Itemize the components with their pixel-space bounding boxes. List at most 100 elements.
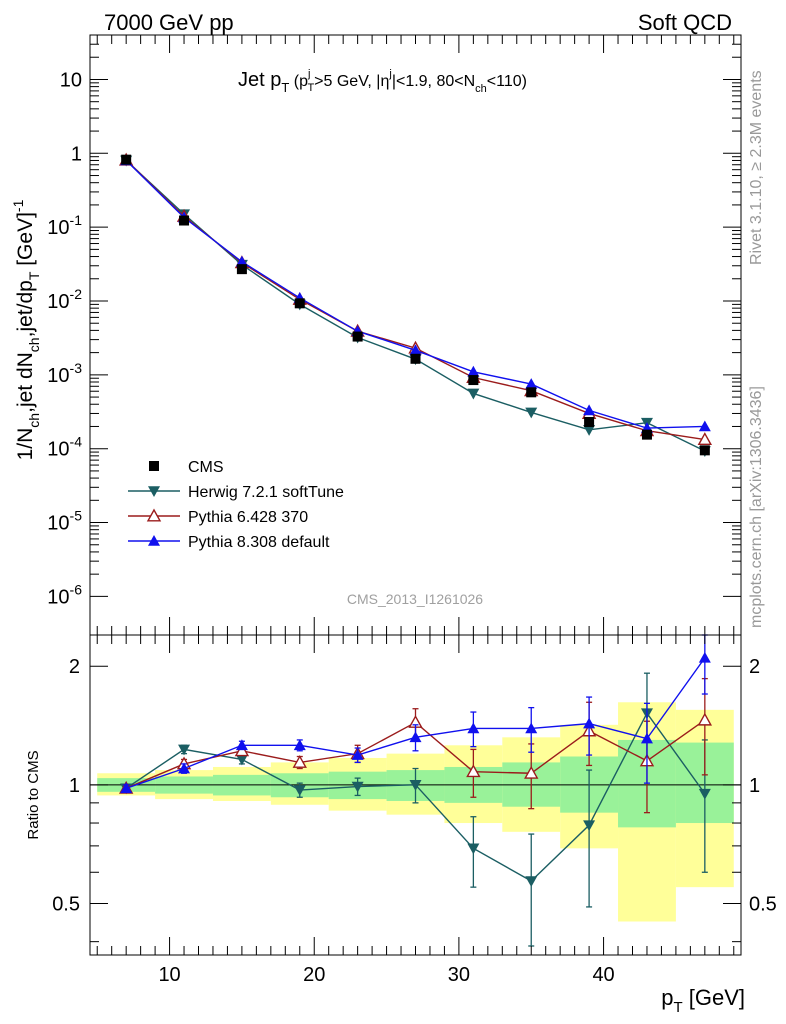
legend-item: CMS bbox=[149, 459, 224, 476]
rivet-label: Rivet 3.1.10, ≥ 2.3M events bbox=[748, 70, 765, 265]
category-label: Soft QCD bbox=[638, 10, 732, 35]
legend-marker bbox=[146, 508, 162, 522]
y-axis-label: 1/Nch,jet dNch,jet/dpT [GeV]-1 bbox=[10, 199, 42, 460]
legend-item: Pythia 6.428 370 bbox=[128, 508, 308, 526]
ratio-point bbox=[234, 743, 250, 757]
data-point bbox=[294, 298, 305, 309]
ratio-point bbox=[235, 739, 248, 751]
ratio-point bbox=[698, 788, 711, 800]
series-pythia-8-308-default bbox=[120, 154, 711, 433]
data-point bbox=[235, 255, 248, 267]
data-point bbox=[583, 404, 596, 416]
ratio-point bbox=[698, 651, 711, 663]
main-y-tick-label: 10 bbox=[60, 69, 82, 91]
legend-marker bbox=[149, 461, 159, 471]
data-point bbox=[121, 154, 132, 165]
data-point bbox=[525, 407, 538, 419]
mcplots-label: mcplots.cern.ch [arXiv:1306.3436] bbox=[748, 386, 765, 628]
data-point bbox=[698, 420, 711, 432]
ratio-point bbox=[292, 754, 307, 768]
x-tick-label: 20 bbox=[303, 964, 325, 986]
ratio-point bbox=[583, 820, 596, 832]
data-point bbox=[584, 416, 595, 427]
ratio-y-tick-label-right: 0.5 bbox=[749, 893, 777, 915]
analysis-watermark: CMS_2013_I1261026 bbox=[347, 591, 483, 607]
x-tick-label: 10 bbox=[158, 964, 180, 986]
ratio-point bbox=[235, 754, 248, 766]
ratio-point bbox=[583, 717, 596, 729]
ratio-y-tick-label: 1 bbox=[69, 775, 80, 797]
series-line bbox=[125, 159, 705, 441]
ratio-series-pythia-8-308-default bbox=[120, 634, 711, 794]
data-point bbox=[699, 445, 710, 456]
ratio-point bbox=[178, 744, 191, 756]
ratio-y-tick-label: 2 bbox=[69, 656, 80, 678]
ratio-point bbox=[120, 782, 133, 794]
data-point bbox=[410, 353, 421, 364]
legend-label: CMS bbox=[188, 459, 224, 476]
main-y-ticks: 10-6 10-5 10-4 10-3 10-2 10-1 1 10 bbox=[47, 34, 741, 608]
legend-marker bbox=[148, 486, 160, 497]
ratio-point bbox=[525, 722, 538, 734]
ratio-point bbox=[524, 765, 539, 779]
data-point bbox=[409, 344, 422, 356]
ratio-x-ticks: 10 20 30 40 bbox=[96, 635, 735, 986]
legend-label: Herwig 7.2.1 softTune bbox=[188, 484, 344, 501]
ratio-y-ticks: 0.5 0.5 1 1 2 2 bbox=[52, 656, 777, 943]
ratio-point bbox=[351, 781, 364, 793]
ratio-point bbox=[293, 785, 306, 797]
series-pythia-6-428-370 bbox=[118, 152, 713, 446]
main-y-tick-label: 10-3 bbox=[47, 360, 82, 387]
ratio-point bbox=[525, 876, 538, 888]
main-plot-area bbox=[118, 152, 713, 458]
ratio-point bbox=[178, 762, 191, 774]
plot-title: Jet pT (pj T>5 GeV, |ηj|<1.9, 80<Nch<110) bbox=[238, 68, 527, 95]
legend-marker bbox=[148, 535, 160, 546]
x-tick-label: 30 bbox=[448, 964, 470, 986]
main-y-tick-label: 10-2 bbox=[47, 286, 82, 313]
data-point bbox=[525, 378, 538, 389]
series-line bbox=[125, 159, 706, 452]
series-herwig-7-2-1-softtune bbox=[120, 155, 711, 458]
main-y-tick-label: 10-5 bbox=[47, 508, 82, 535]
ratio-point bbox=[640, 732, 653, 744]
x-axis-label: pT [GeV] bbox=[661, 985, 745, 1016]
legend-item: Herwig 7.2.1 softTune bbox=[128, 484, 344, 501]
ratio-y-tick-label-right: 2 bbox=[749, 656, 760, 678]
ratio-point bbox=[467, 722, 480, 734]
data-point bbox=[467, 388, 480, 400]
ratio-point bbox=[697, 712, 713, 726]
ratio-point bbox=[293, 739, 306, 751]
main-y-tick-label: 10-6 bbox=[47, 581, 82, 608]
main-x-ticks bbox=[96, 35, 735, 635]
data-point bbox=[583, 425, 596, 436]
legend-label: Pythia 6.428 370 bbox=[188, 509, 308, 526]
series-cms bbox=[121, 154, 710, 456]
main-y-tick-label: 1 bbox=[71, 143, 82, 165]
legend-label: Pythia 8.308 default bbox=[188, 534, 330, 551]
series-line bbox=[125, 159, 705, 429]
energy-label: 7000 GeV pp bbox=[104, 10, 234, 35]
legend: CMS Herwig 7.2.1 softTune Pythia 6.428 370… bbox=[128, 459, 344, 551]
main-y-tick-label: 10-1 bbox=[47, 212, 82, 239]
ratio-point bbox=[466, 764, 481, 778]
data-point bbox=[179, 215, 190, 226]
legend-item: Pythia 8.308 default bbox=[128, 534, 330, 551]
ratio-point bbox=[467, 843, 480, 855]
ratio-plot-area bbox=[118, 634, 713, 947]
ratio-y-tick-label: 0.5 bbox=[52, 893, 80, 915]
data-point bbox=[641, 429, 652, 440]
data-point bbox=[526, 387, 537, 398]
data-point bbox=[352, 331, 363, 342]
ratio-point bbox=[409, 780, 422, 791]
data-point bbox=[468, 375, 479, 386]
data-point bbox=[697, 432, 713, 446]
data-point bbox=[467, 365, 480, 377]
ratio-point bbox=[351, 749, 364, 760]
ratio-y-tick-label-right: 1 bbox=[749, 775, 760, 797]
x-tick-label: 40 bbox=[592, 964, 614, 986]
ratio-panel: 0.5 0.5 1 1 2 2 10 20 30 40 Ratio to CMS pT [GeV… bbox=[25, 634, 777, 1016]
main-y-tick-label: 10-4 bbox=[47, 434, 82, 461]
main-panel: 10-6 10-5 10-4 10-3 10-2 10-1 1 10 Jet pT (pj T>… bbox=[10, 34, 742, 636]
